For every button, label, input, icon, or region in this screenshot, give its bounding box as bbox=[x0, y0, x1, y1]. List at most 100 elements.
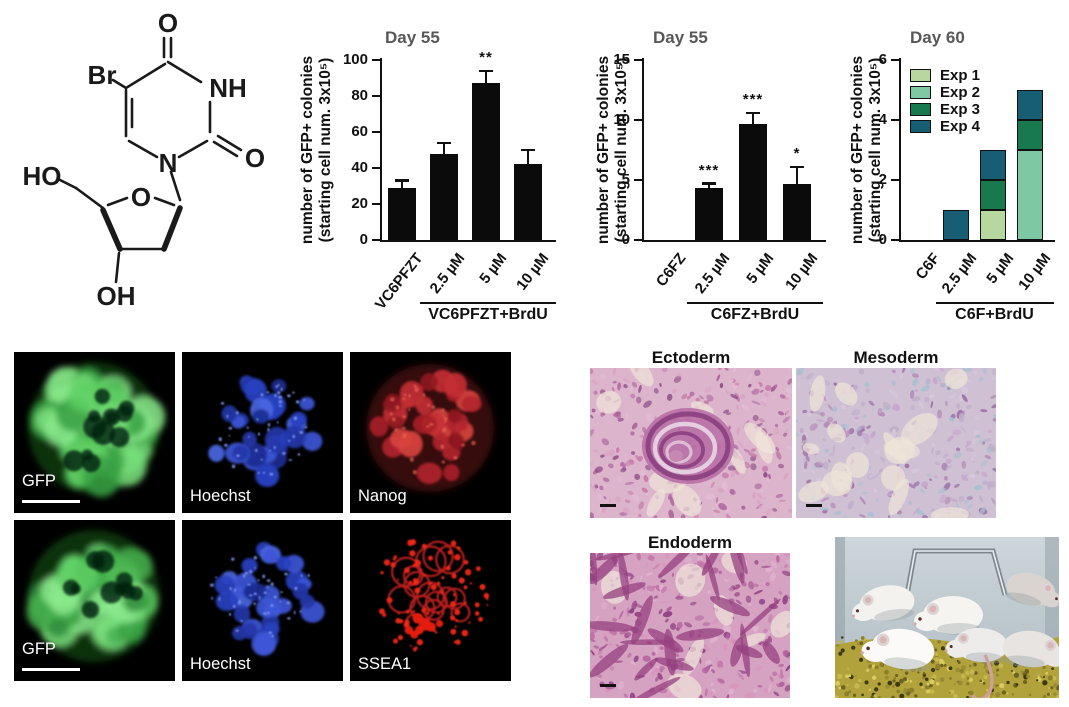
y-tick bbox=[634, 118, 642, 121]
atom-label-br: Br bbox=[88, 60, 117, 90]
histology-art bbox=[590, 553, 790, 698]
histology-art bbox=[796, 368, 996, 518]
y-axis bbox=[642, 58, 644, 240]
x-tick-label: 10 µM bbox=[513, 250, 553, 294]
y-tick bbox=[891, 238, 899, 241]
x-tick-label: 5 µM bbox=[743, 250, 778, 287]
bar bbox=[388, 187, 416, 240]
x-tick-label: 5 µM bbox=[476, 250, 511, 287]
y-tick-label: 0 bbox=[878, 231, 887, 248]
bar bbox=[783, 183, 811, 240]
if-art-red bbox=[350, 352, 511, 513]
treatment-group-label: VC6PFZT+BrdU bbox=[428, 306, 548, 323]
error-bar-cap bbox=[437, 141, 451, 144]
x-axis bbox=[380, 240, 556, 242]
y-tick-label: 0 bbox=[621, 231, 630, 248]
if-art-blue bbox=[182, 520, 343, 681]
error-bar-cap bbox=[790, 165, 804, 168]
y-tick bbox=[372, 238, 380, 241]
error-bar bbox=[484, 70, 488, 84]
y-tick-label: 0 bbox=[359, 231, 368, 248]
y-tick-label: 5 bbox=[621, 171, 630, 188]
histology-label-ectoderm: Ectoderm bbox=[651, 348, 731, 367]
chart-c6fz-day55: Day 55 number of GFP+ colonies (starting c… bbox=[593, 8, 855, 348]
brdu-structure: Br O NH O N HO O OH bbox=[23, 8, 266, 311]
chart-title: Day 55 bbox=[385, 28, 440, 47]
y-tick bbox=[634, 178, 642, 181]
x-tick-label: 2.5 µM bbox=[426, 250, 469, 297]
error-bar bbox=[795, 166, 799, 184]
histology-mesoderm-image bbox=[796, 368, 996, 518]
if-panel-gfp-1: GFP bbox=[14, 352, 175, 513]
x-axis bbox=[899, 240, 1055, 242]
legend-label: Exp 3 bbox=[940, 101, 981, 118]
error-bar bbox=[526, 150, 530, 165]
if-panel-gfp-2: GFP bbox=[14, 520, 175, 681]
y-axis bbox=[899, 58, 901, 240]
treatment-group-line bbox=[687, 302, 823, 304]
x-axis bbox=[642, 240, 826, 242]
bar bbox=[739, 123, 767, 240]
x-tick-label: 2.5 µM bbox=[691, 250, 734, 297]
y-tick-label: 15 bbox=[613, 51, 630, 68]
significance-stars: * bbox=[793, 144, 801, 162]
error-bar-cap bbox=[521, 148, 535, 152]
treatment-group-label: C6F+BrdU bbox=[955, 306, 1034, 323]
treatment-group-line bbox=[935, 302, 1054, 304]
mice-photo bbox=[835, 537, 1059, 698]
atom-label-o-ring: O bbox=[131, 182, 151, 212]
histology-label-endoderm: Endoderm bbox=[647, 533, 733, 552]
legend-label: Exp 4 bbox=[940, 118, 981, 135]
if-label: Hoechst bbox=[190, 655, 251, 673]
x-tick-label: C6FZ bbox=[652, 250, 690, 291]
atom-label-o-top: O bbox=[158, 8, 178, 38]
y-tick-label: 40 bbox=[351, 159, 368, 176]
y-tick bbox=[891, 118, 899, 121]
if-art-green bbox=[14, 352, 175, 513]
chart-title: Day 55 bbox=[653, 28, 708, 47]
error-bar-cap bbox=[479, 69, 493, 72]
atom-label-ho: HO bbox=[23, 161, 62, 191]
y-tick bbox=[891, 178, 899, 181]
if-label: GFP bbox=[22, 640, 56, 658]
y-tick-label: 20 bbox=[351, 195, 368, 212]
y-tick-label: 60 bbox=[351, 123, 368, 140]
treatment-group-label: C6FZ+BrdU bbox=[710, 306, 800, 323]
if-art-blue bbox=[182, 352, 343, 513]
y-tick bbox=[634, 238, 642, 241]
atom-label-nh: NH bbox=[209, 73, 247, 103]
scale-bar bbox=[22, 499, 80, 503]
if-label: GFP bbox=[22, 472, 56, 490]
stacked-bar-segment bbox=[979, 180, 1006, 210]
y-tick-label: 10 bbox=[613, 111, 630, 128]
scale-bar bbox=[22, 667, 80, 671]
if-label: SSEA1 bbox=[358, 655, 412, 673]
bar bbox=[514, 164, 542, 240]
atom-label-oh: OH bbox=[97, 281, 136, 311]
atom-label-o-right: O bbox=[245, 143, 265, 173]
if-label: Hoechst bbox=[190, 487, 251, 505]
error-bar bbox=[751, 112, 755, 124]
y-axis-label: number of GFP+ colonies (starting cell nu… bbox=[595, 55, 630, 245]
error-bar bbox=[442, 142, 446, 154]
if-panel-hoechst-1: Hoechst bbox=[182, 352, 343, 513]
y-tick bbox=[372, 94, 380, 97]
histology-art bbox=[590, 368, 792, 518]
mice-photo-art bbox=[835, 537, 1059, 698]
histology-ectoderm-image bbox=[590, 368, 792, 518]
atom-label-n1: N bbox=[159, 148, 178, 178]
x-tick-label: 10 µM bbox=[782, 250, 822, 294]
stacked-bar-segment bbox=[1016, 120, 1043, 150]
stacked-bar-segment bbox=[1016, 90, 1043, 120]
significance-stars: *** bbox=[742, 90, 764, 108]
chart-vc6pfzt-day55: Day 55 number of GFP+ colonies (starting c… bbox=[283, 8, 573, 348]
legend-label: Exp 2 bbox=[940, 84, 981, 101]
stacked-bar-segment bbox=[1016, 150, 1043, 240]
y-axis-label: number of GFP+ colonies (starting cell nu… bbox=[849, 55, 884, 245]
y-tick bbox=[372, 130, 380, 133]
legend-swatch bbox=[910, 86, 931, 99]
y-tick-label: 100 bbox=[342, 51, 368, 68]
legend-swatch bbox=[910, 120, 931, 133]
if-panel-hoechst-2: Hoechst bbox=[182, 520, 343, 681]
